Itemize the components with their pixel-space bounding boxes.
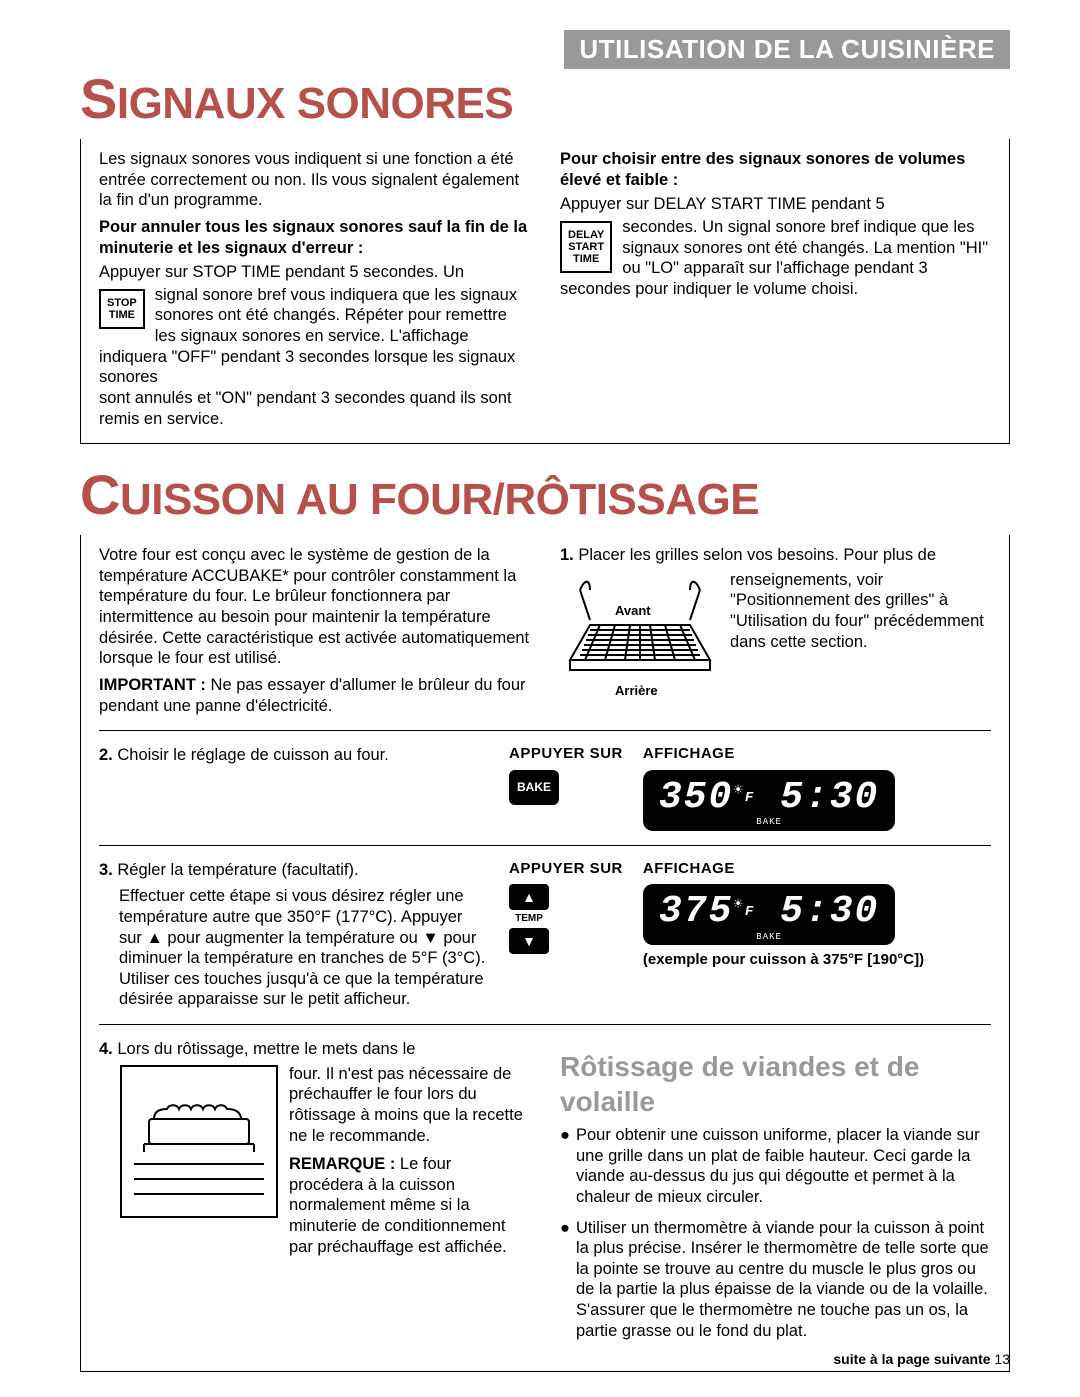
temp-down-button[interactable]: ▼ bbox=[509, 928, 549, 954]
s2-step1: 1. Placer les grilles selon vos besoins.… bbox=[560, 545, 991, 716]
svg-text:Arrière: Arrière bbox=[615, 683, 658, 698]
s1-right-bold: Pour choisir entre des signaux sonores d… bbox=[560, 149, 991, 190]
display-1: 350☀F 5:30 BAKE bbox=[643, 770, 896, 831]
appuyer-label-2: APPUYER SUR bbox=[509, 860, 623, 879]
section1-title: SIGNAUX SONORES bbox=[80, 66, 1010, 131]
s2-step1-cont: renseignements, voir "Positionnement des… bbox=[730, 570, 991, 716]
example-note: (exemple pour cuisson à 375°F [190°C]) bbox=[643, 951, 924, 970]
section2-title: CUISSON AU FOUR/RÔTISSAGE bbox=[80, 462, 1010, 527]
temp-up-button[interactable]: ▲ bbox=[509, 884, 549, 910]
section1-box: Les signaux sonores vous indiquent si un… bbox=[80, 139, 1010, 444]
s2-step3-controls: APPUYER SUR ▲ TEMP ▼ AFFICHAGE 375☀F 5:3… bbox=[509, 860, 991, 1010]
affichage-label-2: AFFICHAGE bbox=[643, 860, 924, 879]
s2-subsection: Rôtissage de viandes et de volaille ● Po… bbox=[560, 1039, 991, 1351]
delay-start-time-button[interactable]: DELAY START TIME bbox=[560, 221, 612, 273]
footer: suite à la page suivante 13 bbox=[833, 1351, 1010, 1367]
subsection-title: Rôtissage de viandes et de volaille bbox=[560, 1049, 991, 1119]
svg-text:Avant: Avant bbox=[615, 603, 651, 618]
s2-step4: 4. Lors du rôtissage, mettre le mets dan… bbox=[99, 1039, 530, 1351]
s2-step3-text: 3. Régler la température (facultatif). E… bbox=[99, 860, 489, 1010]
display-2: 375☀F 5:30 BAKE bbox=[643, 884, 896, 945]
section2-box: Votre four est conçu avec le système de … bbox=[80, 535, 1010, 1372]
stop-time-button[interactable]: STOP TIME bbox=[99, 289, 145, 329]
s1-left-p1: Appuyer sur STOP TIME pendant 5 secondes… bbox=[99, 262, 530, 283]
header-banner: UTILISATION DE LA CUISINIÈRE bbox=[564, 30, 1010, 69]
s1-right-p2: secondes. Un signal sonore bref indique … bbox=[560, 218, 988, 298]
baking-dish-diagram bbox=[119, 1064, 279, 1258]
s2-step2-controls: APPUYER SUR BAKE AFFICHAGE 350☀F 5:30 BA… bbox=[509, 745, 991, 831]
section1-left: Les signaux sonores vous indiquent si un… bbox=[99, 149, 530, 429]
section1-right: Pour choisir entre des signaux sonores d… bbox=[560, 149, 991, 429]
bullet-1: ● Pour obtenir une cuisson uniforme, pla… bbox=[560, 1125, 991, 1208]
temp-label: TEMP bbox=[509, 913, 549, 926]
s1-right-p1: Appuyer sur DELAY START TIME pendant 5 bbox=[560, 194, 991, 215]
s2-intro-left: Votre four est conçu avec le système de … bbox=[99, 545, 530, 716]
s1-left-p3: sont annulés et "ON" pendant 3 secondes … bbox=[99, 388, 530, 429]
s1-left-intro: Les signaux sonores vous indiquent si un… bbox=[99, 149, 530, 211]
rack-diagram: Avant Arrière bbox=[560, 570, 720, 716]
s1-left-bold: Pour annuler tous les signaux sonores sa… bbox=[99, 217, 530, 258]
appuyer-label-1: APPUYER SUR bbox=[509, 745, 623, 764]
affichage-label-1: AFFICHAGE bbox=[643, 745, 896, 764]
bullet-2: ● Utiliser un thermomètre à viande pour … bbox=[560, 1218, 991, 1342]
bake-button[interactable]: BAKE bbox=[509, 770, 559, 805]
s2-step2-text: 2. Choisir le réglage de cuisson au four… bbox=[99, 745, 489, 831]
s1-left-p2: signal sonore bref vous indiquera que le… bbox=[99, 286, 517, 387]
